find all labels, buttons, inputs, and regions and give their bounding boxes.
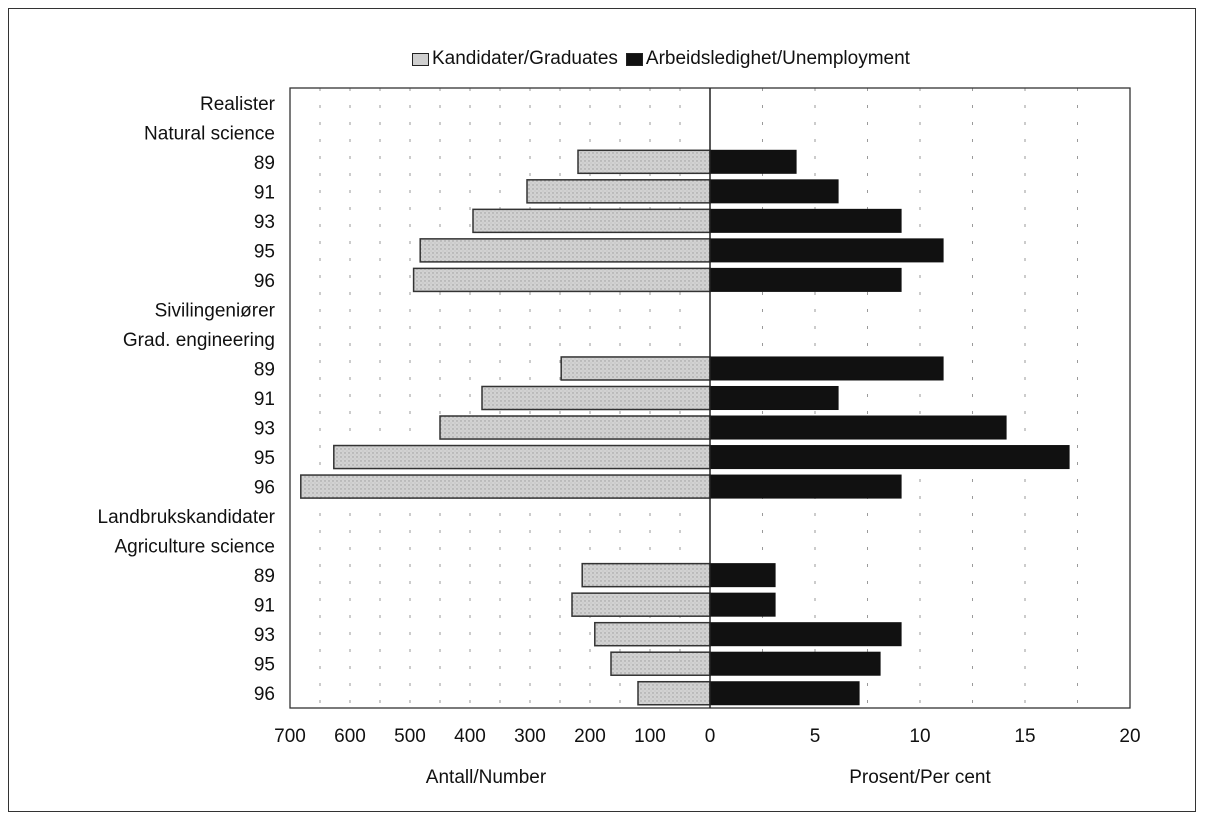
x-tick-label-right: 20 bbox=[1119, 726, 1140, 747]
unemployment-bar bbox=[709, 563, 776, 588]
group-label: Agriculture science bbox=[114, 537, 275, 558]
x-tick-label-left: 200 bbox=[574, 726, 606, 747]
graduates-bar bbox=[481, 385, 711, 411]
legend-swatch-graduates bbox=[412, 52, 429, 66]
unemployment-bar bbox=[709, 356, 944, 381]
graduates-bar bbox=[472, 208, 711, 234]
unemployment-bar bbox=[709, 415, 1007, 440]
year-label: 95 bbox=[254, 241, 275, 262]
x-tick-label-left: 500 bbox=[394, 726, 426, 747]
legend-label-unemployment: Arbeidsledighet/Unemployment bbox=[645, 48, 910, 69]
graduates-bar bbox=[581, 562, 711, 588]
graduates-bar bbox=[300, 474, 711, 499]
year-label: 91 bbox=[254, 389, 275, 410]
legend-item-unemployment: Arbeidsledighet/Unemployment bbox=[625, 48, 910, 70]
year-label: 89 bbox=[254, 153, 275, 174]
year-label: 96 bbox=[254, 478, 275, 499]
graduates-bar bbox=[526, 179, 711, 204]
year-label: 93 bbox=[254, 625, 275, 646]
x-tick-label-left: 0 bbox=[705, 726, 716, 747]
group-label: Landbrukskandidater bbox=[98, 507, 276, 528]
year-label: 93 bbox=[254, 212, 275, 233]
x-tick-label-left: 700 bbox=[274, 726, 306, 747]
graduates-bar bbox=[637, 680, 711, 706]
legend-swatch-unemployment bbox=[625, 52, 643, 66]
unemployment-bar bbox=[709, 238, 944, 263]
unemployment-bar bbox=[709, 622, 902, 647]
x-tick-label-left: 100 bbox=[634, 726, 666, 747]
unemployment-bar bbox=[709, 445, 1070, 470]
unemployment-bar bbox=[709, 592, 776, 617]
year-label: 93 bbox=[254, 419, 275, 440]
left-axis-title: Antall/Number bbox=[426, 767, 547, 788]
legend-label-graduates: Kandidater/Graduates bbox=[432, 48, 618, 69]
chart-legend: Kandidater/Graduates Arbeidsledighet/Une… bbox=[412, 48, 918, 70]
group-label: Realister bbox=[200, 94, 276, 115]
group-label: Natural science bbox=[144, 123, 275, 144]
right-axis-title: Prosent/Per cent bbox=[849, 767, 991, 788]
year-label: 96 bbox=[254, 271, 275, 292]
graduates-bar bbox=[571, 592, 711, 617]
graduates-bar bbox=[439, 415, 711, 440]
unemployment-bar bbox=[709, 385, 839, 411]
unemployment-bar bbox=[709, 208, 902, 233]
x-tick-label-right: 5 bbox=[810, 726, 821, 747]
year-label: 89 bbox=[254, 566, 275, 587]
x-tick-label-left: 400 bbox=[454, 726, 486, 747]
x-tick-label-left: 300 bbox=[514, 726, 546, 747]
x-tick-label-right: 15 bbox=[1014, 726, 1035, 747]
graduates-bar bbox=[419, 238, 711, 263]
graduates-bar bbox=[560, 356, 711, 381]
graduates-bar bbox=[333, 444, 711, 470]
legend-item-graduates: Kandidater/Graduates bbox=[412, 48, 618, 70]
graduates-bar bbox=[594, 621, 711, 647]
unemployment-bar bbox=[709, 651, 881, 676]
unemployment-bar bbox=[709, 149, 797, 174]
year-label: 89 bbox=[254, 359, 275, 380]
group-label: Sivilingeniører bbox=[155, 300, 276, 321]
x-tick-label-right: 10 bbox=[909, 726, 930, 747]
graduates-bar bbox=[412, 267, 711, 293]
year-label: 91 bbox=[254, 182, 275, 203]
graduates-bar bbox=[610, 651, 711, 676]
unemployment-bar bbox=[709, 474, 902, 499]
year-label: 96 bbox=[254, 684, 275, 705]
unemployment-bar bbox=[709, 681, 860, 706]
unemployment-bar bbox=[709, 267, 902, 292]
unemployment-bar bbox=[709, 179, 839, 204]
year-label: 91 bbox=[254, 596, 275, 617]
group-label: Grad. engineering bbox=[123, 330, 275, 351]
chart-frame bbox=[8, 8, 1196, 812]
graduates-bar bbox=[577, 149, 711, 175]
year-label: 95 bbox=[254, 655, 275, 676]
x-tick-label-left: 600 bbox=[334, 726, 366, 747]
year-label: 95 bbox=[254, 448, 275, 469]
